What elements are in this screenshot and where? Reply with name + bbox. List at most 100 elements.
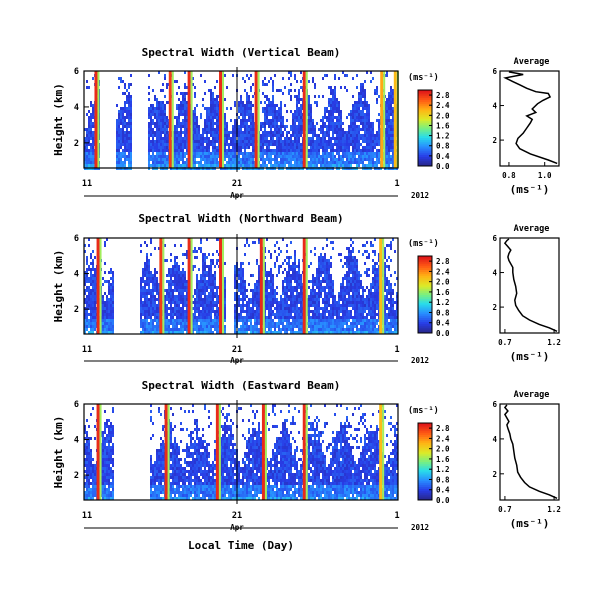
heatmap-cell <box>86 289 88 292</box>
heatmap-cell <box>280 101 282 104</box>
heatmap-cell <box>216 304 218 307</box>
heatmap-cell <box>268 250 270 253</box>
heatmap-cell <box>322 131 324 134</box>
heatmap-cell <box>292 277 294 280</box>
heatmap-cell <box>198 292 200 295</box>
heatmap-cell <box>258 280 260 283</box>
heatmap-cell <box>288 140 290 143</box>
heatmap-cell <box>178 107 180 110</box>
heatmap-cell <box>192 146 194 149</box>
heatmap-cell <box>266 283 268 286</box>
heatmap-cell <box>160 146 162 149</box>
heatmap-cell <box>212 131 214 134</box>
heatmap-cell <box>250 313 252 316</box>
heatmap-cell <box>354 131 356 134</box>
heatmap-cell <box>186 146 188 149</box>
heatmap-cell <box>210 140 212 143</box>
heatmap-cell <box>92 125 94 128</box>
heatmap-cell <box>298 328 300 331</box>
heatmap-cell <box>392 107 394 110</box>
heatmap-cell <box>282 146 284 149</box>
heatmap-cell <box>330 86 332 89</box>
heatmap-cell <box>288 89 290 92</box>
heatmap-cell <box>196 149 198 152</box>
heatmap-cell <box>202 137 204 140</box>
heatmap-cell <box>162 164 164 167</box>
heatmap-cell <box>150 143 152 146</box>
heatmap-cell <box>180 113 182 116</box>
heatmap-cell <box>244 280 246 283</box>
heatmap-cell <box>212 98 214 101</box>
heatmap-cell <box>156 283 158 286</box>
heatmap-cell <box>228 134 230 137</box>
average-frame <box>499 70 560 167</box>
heatmap-cell <box>184 107 186 110</box>
heatmap-cell <box>366 104 368 107</box>
colorbar-unit: (ms⁻¹) <box>408 73 439 83</box>
heatmap-cell <box>118 128 120 131</box>
heatmap-cell <box>186 164 188 167</box>
spike-column <box>254 71 258 168</box>
heatmap-cell <box>280 328 282 331</box>
heatmap-cell <box>178 152 180 155</box>
heatmap-cell <box>286 316 288 319</box>
heatmap-cell <box>316 277 318 280</box>
heatmap-cell <box>198 125 200 128</box>
heatmap-cell <box>288 268 290 271</box>
heatmap-cell <box>158 146 160 149</box>
heatmap-cell <box>310 325 312 328</box>
heatmap-cell <box>206 274 208 277</box>
heatmap-cell <box>208 152 210 155</box>
heatmap-cell <box>214 286 216 289</box>
heatmap-cell <box>218 152 220 155</box>
heatmap-cell <box>266 122 268 125</box>
heatmap-cell <box>154 161 156 164</box>
heatmap-cell <box>126 110 128 113</box>
heatmap-cell <box>290 134 292 137</box>
heatmap-cell <box>312 80 314 83</box>
heatmap-cell <box>182 325 184 328</box>
colorbar-swatch <box>418 90 432 93</box>
heatmap-cell <box>268 295 270 298</box>
heatmap-cell <box>314 325 316 328</box>
heatmap-cell <box>316 322 318 325</box>
heatmap-cell <box>320 119 322 122</box>
heatmap-cell <box>324 113 326 116</box>
heatmap-cell <box>154 283 156 286</box>
heatmap-cell <box>230 155 232 158</box>
heatmap-cell <box>210 283 212 286</box>
heatmap-cell <box>258 328 260 331</box>
heatmap-cell <box>184 140 186 143</box>
heatmap-cell <box>106 301 108 304</box>
heatmap-cell <box>290 322 292 325</box>
heatmap-cell <box>266 271 268 274</box>
heatmap-cell <box>172 289 174 292</box>
heatmap-cell <box>374 134 376 137</box>
heatmap-cell <box>288 77 290 80</box>
heatmap-cell <box>208 277 210 280</box>
heatmap-cell <box>278 107 280 110</box>
heatmap-cell <box>204 271 206 274</box>
heatmap-cell <box>212 259 214 262</box>
heatmap-cell <box>336 110 338 113</box>
colorbar-swatch <box>418 156 432 159</box>
heatmap-cell <box>174 262 176 265</box>
heatmap-cell <box>320 143 322 146</box>
heatmap-cell <box>150 322 152 325</box>
heatmap-cell <box>182 98 184 101</box>
heatmap-cell <box>266 164 268 167</box>
heatmap-cell <box>388 101 390 104</box>
heatmap-cell <box>156 140 158 143</box>
heatmap-cell <box>94 301 96 304</box>
heatmap-cell <box>274 143 276 146</box>
heatmap-cell <box>332 149 334 152</box>
heatmap-cell <box>292 152 294 155</box>
heatmap-cell <box>180 137 182 140</box>
heatmap-cell <box>330 122 332 125</box>
heatmap-cell <box>256 316 258 319</box>
heatmap-cell <box>334 92 336 95</box>
heatmap-cell <box>168 301 170 304</box>
heatmap-cell <box>176 277 178 280</box>
heatmap-cell <box>170 274 172 277</box>
heatmap-cell <box>284 316 286 319</box>
